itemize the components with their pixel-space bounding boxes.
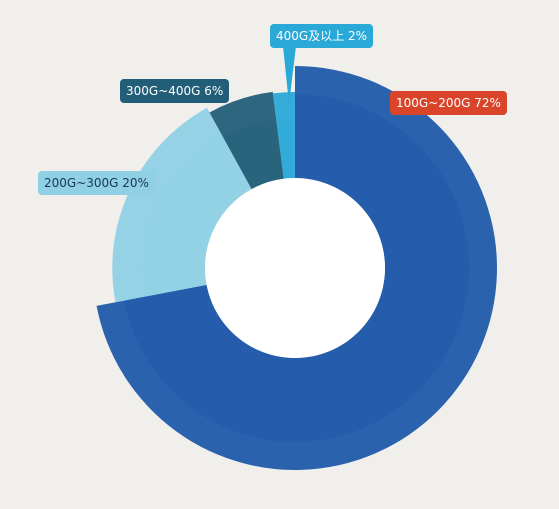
slice-band-200g-300g [140,132,252,297]
slice-100g-200g[interactable] [96,66,497,470]
slice-band-100g-200g [124,94,470,442]
pointer-layer [283,46,296,104]
slice-label-100g-200g: 100G~200G 72% [390,91,507,115]
slice-400g[interactable] [272,92,295,179]
slice-layer [96,66,497,470]
slice-band-400g [276,120,295,179]
label-pointer-400g-plus [283,46,296,104]
slice-band-300g-400g [222,119,284,190]
slice-label-300g-400g: 300G~400G 6% [120,79,230,103]
slice-300g-400g[interactable] [209,91,284,190]
slice-label-200g-300g: 200G~300G 20% [38,171,155,195]
slice-label-400g-plus: 400G及以上 2% [270,24,374,48]
center-hole [205,178,385,358]
slice-200g-300g[interactable] [112,107,252,303]
